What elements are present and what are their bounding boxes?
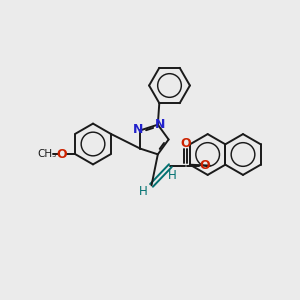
Text: O: O (56, 148, 67, 161)
Text: CH₃: CH₃ (37, 148, 56, 159)
Text: H: H (167, 169, 176, 182)
Text: H: H (139, 185, 148, 198)
Text: O: O (180, 137, 191, 150)
Text: O: O (199, 159, 210, 172)
Text: N: N (133, 123, 143, 136)
Text: N: N (154, 118, 165, 130)
